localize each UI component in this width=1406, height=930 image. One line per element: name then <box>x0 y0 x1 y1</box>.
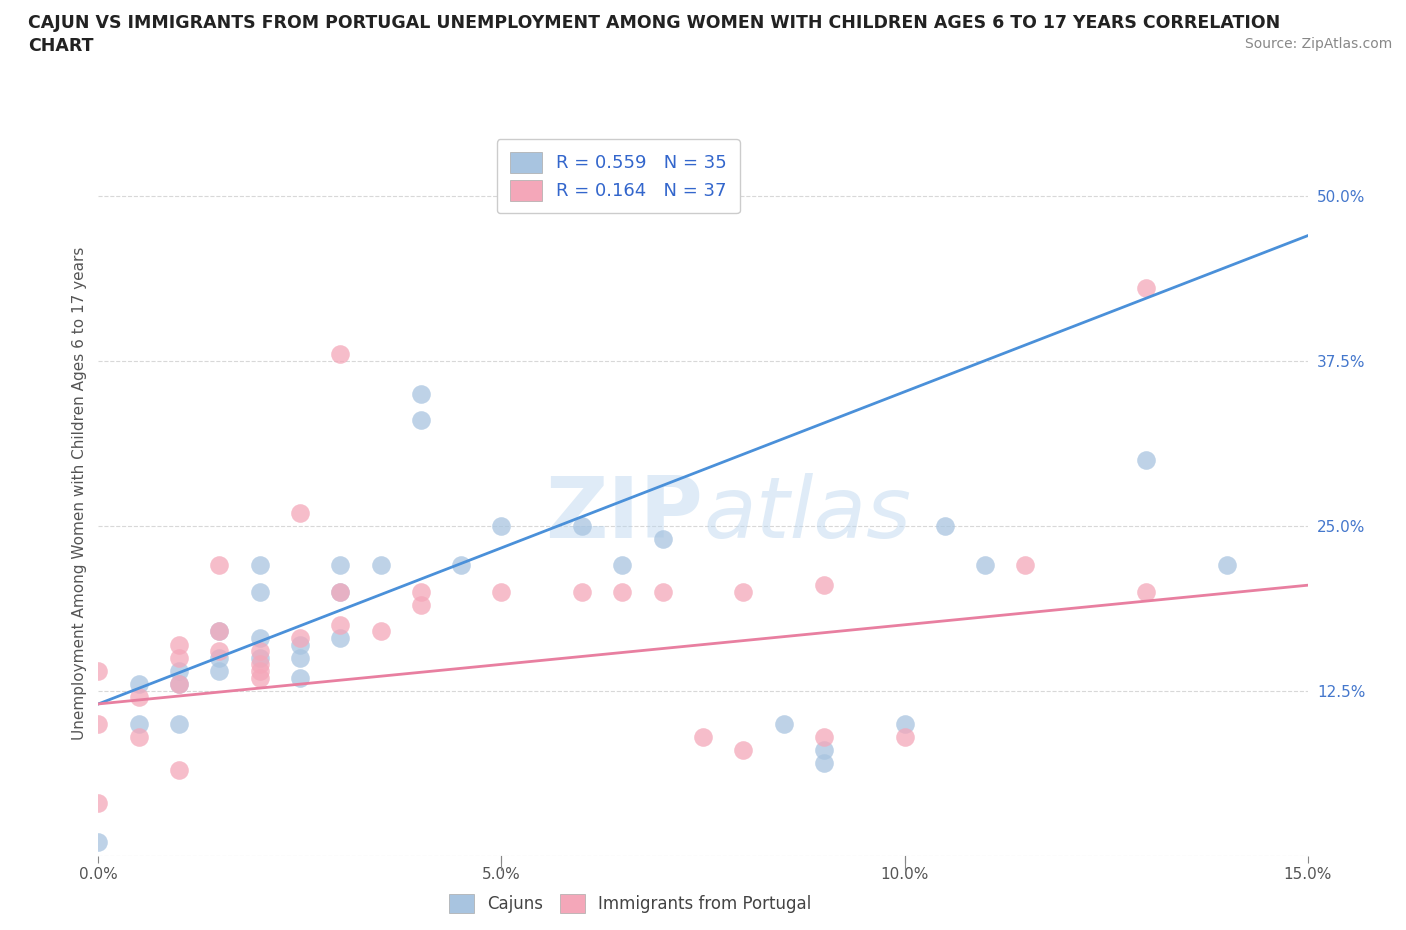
Point <box>329 558 352 573</box>
Text: Source: ZipAtlas.com: Source: ZipAtlas.com <box>1244 37 1392 51</box>
Point <box>87 835 110 850</box>
Point <box>288 650 311 665</box>
Point <box>128 729 150 744</box>
Point <box>128 677 150 692</box>
Point <box>329 584 352 599</box>
Y-axis label: Unemployment Among Women with Children Ages 6 to 17 years: Unemployment Among Women with Children A… <box>72 246 87 739</box>
Point <box>813 756 835 771</box>
Point <box>329 618 352 632</box>
Point <box>934 518 956 533</box>
Point <box>249 584 271 599</box>
Point <box>249 657 271 671</box>
Point <box>208 663 231 678</box>
Point <box>288 671 311 685</box>
Point <box>1135 453 1157 468</box>
Point <box>167 663 190 678</box>
Point <box>208 624 231 639</box>
Point <box>329 584 352 599</box>
Point <box>128 716 150 731</box>
Point <box>813 743 835 758</box>
Point <box>329 631 352 645</box>
Text: ZIP: ZIP <box>546 473 703 556</box>
Point <box>813 729 835 744</box>
Point <box>288 505 311 520</box>
Point <box>249 631 271 645</box>
Point <box>370 624 392 639</box>
Point <box>288 631 311 645</box>
Point <box>370 558 392 573</box>
Point <box>87 795 110 810</box>
Point <box>1135 281 1157 296</box>
Point <box>571 584 593 599</box>
Point <box>813 578 835 592</box>
Point <box>1014 558 1036 573</box>
Point <box>167 637 190 652</box>
Point <box>288 637 311 652</box>
Point <box>692 729 714 744</box>
Text: CAJUN VS IMMIGRANTS FROM PORTUGAL UNEMPLOYMENT AMONG WOMEN WITH CHILDREN AGES 6 : CAJUN VS IMMIGRANTS FROM PORTUGAL UNEMPL… <box>28 14 1281 32</box>
Point <box>651 532 673 547</box>
Point <box>612 558 634 573</box>
Point <box>450 558 472 573</box>
Point <box>208 650 231 665</box>
Point <box>167 677 190 692</box>
Point <box>772 716 794 731</box>
Point <box>612 584 634 599</box>
Point <box>208 558 231 573</box>
Point <box>409 584 432 599</box>
Point <box>128 690 150 705</box>
Text: CHART: CHART <box>28 37 94 55</box>
Point <box>733 743 755 758</box>
Point <box>571 518 593 533</box>
Point <box>409 387 432 402</box>
Point <box>249 650 271 665</box>
Point <box>491 518 513 533</box>
Point <box>208 624 231 639</box>
Point <box>87 663 110 678</box>
Point <box>249 663 271 678</box>
Point <box>409 598 432 613</box>
Point <box>491 584 513 599</box>
Point <box>167 716 190 731</box>
Point <box>651 584 673 599</box>
Legend: Cajuns, Immigrants from Portugal: Cajuns, Immigrants from Portugal <box>443 888 818 920</box>
Point <box>87 716 110 731</box>
Point <box>167 677 190 692</box>
Text: atlas: atlas <box>703 473 911 556</box>
Point <box>893 729 915 744</box>
Point <box>249 644 271 658</box>
Point <box>167 763 190 777</box>
Point <box>1216 558 1239 573</box>
Point <box>249 671 271 685</box>
Point <box>249 558 271 573</box>
Point <box>329 347 352 362</box>
Point <box>974 558 997 573</box>
Point <box>1135 584 1157 599</box>
Point <box>409 413 432 428</box>
Point <box>167 650 190 665</box>
Point <box>208 644 231 658</box>
Point <box>733 584 755 599</box>
Point <box>893 716 915 731</box>
